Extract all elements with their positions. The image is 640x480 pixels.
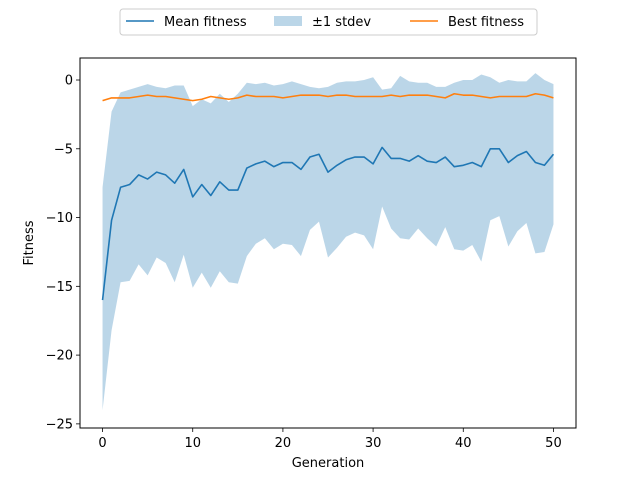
x-axis-label: Generation xyxy=(292,456,365,471)
legend-label: Mean fitness xyxy=(164,15,247,30)
y-axis-label: Fitness xyxy=(22,220,37,265)
x-tick-label: 20 xyxy=(275,436,292,451)
x-tick-label: 0 xyxy=(98,436,106,451)
x-tick-label: 10 xyxy=(184,436,201,451)
y-tick-label: −15 xyxy=(46,280,73,295)
y-tick-label: −5 xyxy=(54,142,73,157)
x-tick-label: 30 xyxy=(365,436,382,451)
plot-area-frame xyxy=(79,57,577,429)
y-tick-label: −10 xyxy=(46,211,73,226)
x-tick-label: 40 xyxy=(455,436,472,451)
y-tick-label: −25 xyxy=(46,417,73,432)
legend-frame xyxy=(119,8,538,36)
stdev-band-layer xyxy=(102,73,554,411)
y-axis: 0 −5 −10 −15 −20 −25 xyxy=(46,74,80,432)
x-tick-label: 50 xyxy=(545,436,562,451)
legend-swatch-stdev-band xyxy=(274,16,302,26)
legend: Mean fitness ±1 stdev Best fitness xyxy=(119,8,538,36)
stdev-band xyxy=(102,73,554,411)
legend-label: ±1 stdev xyxy=(312,15,371,30)
y-tick-label: 0 xyxy=(65,74,73,89)
mean-fitness-line xyxy=(101,146,555,301)
y-tick-label: −20 xyxy=(46,349,73,364)
legend-label: Best fitness xyxy=(448,15,524,30)
x-axis: 0 10 20 30 40 50 xyxy=(98,428,562,451)
best-fitness-line xyxy=(102,92,554,102)
series-line-layer xyxy=(101,92,555,301)
